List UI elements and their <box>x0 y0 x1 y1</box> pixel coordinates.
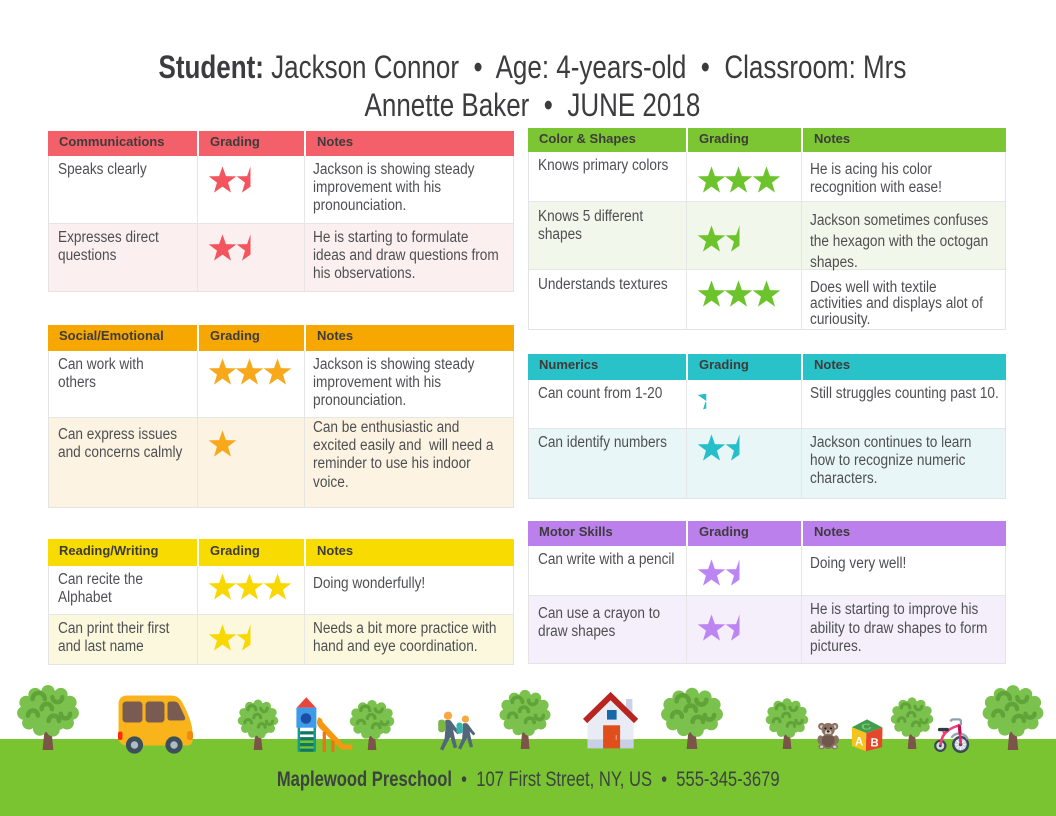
svg-text:B: B <box>870 736 879 750</box>
svg-text:A: A <box>855 735 864 748</box>
svg-text:C: C <box>860 722 873 732</box>
